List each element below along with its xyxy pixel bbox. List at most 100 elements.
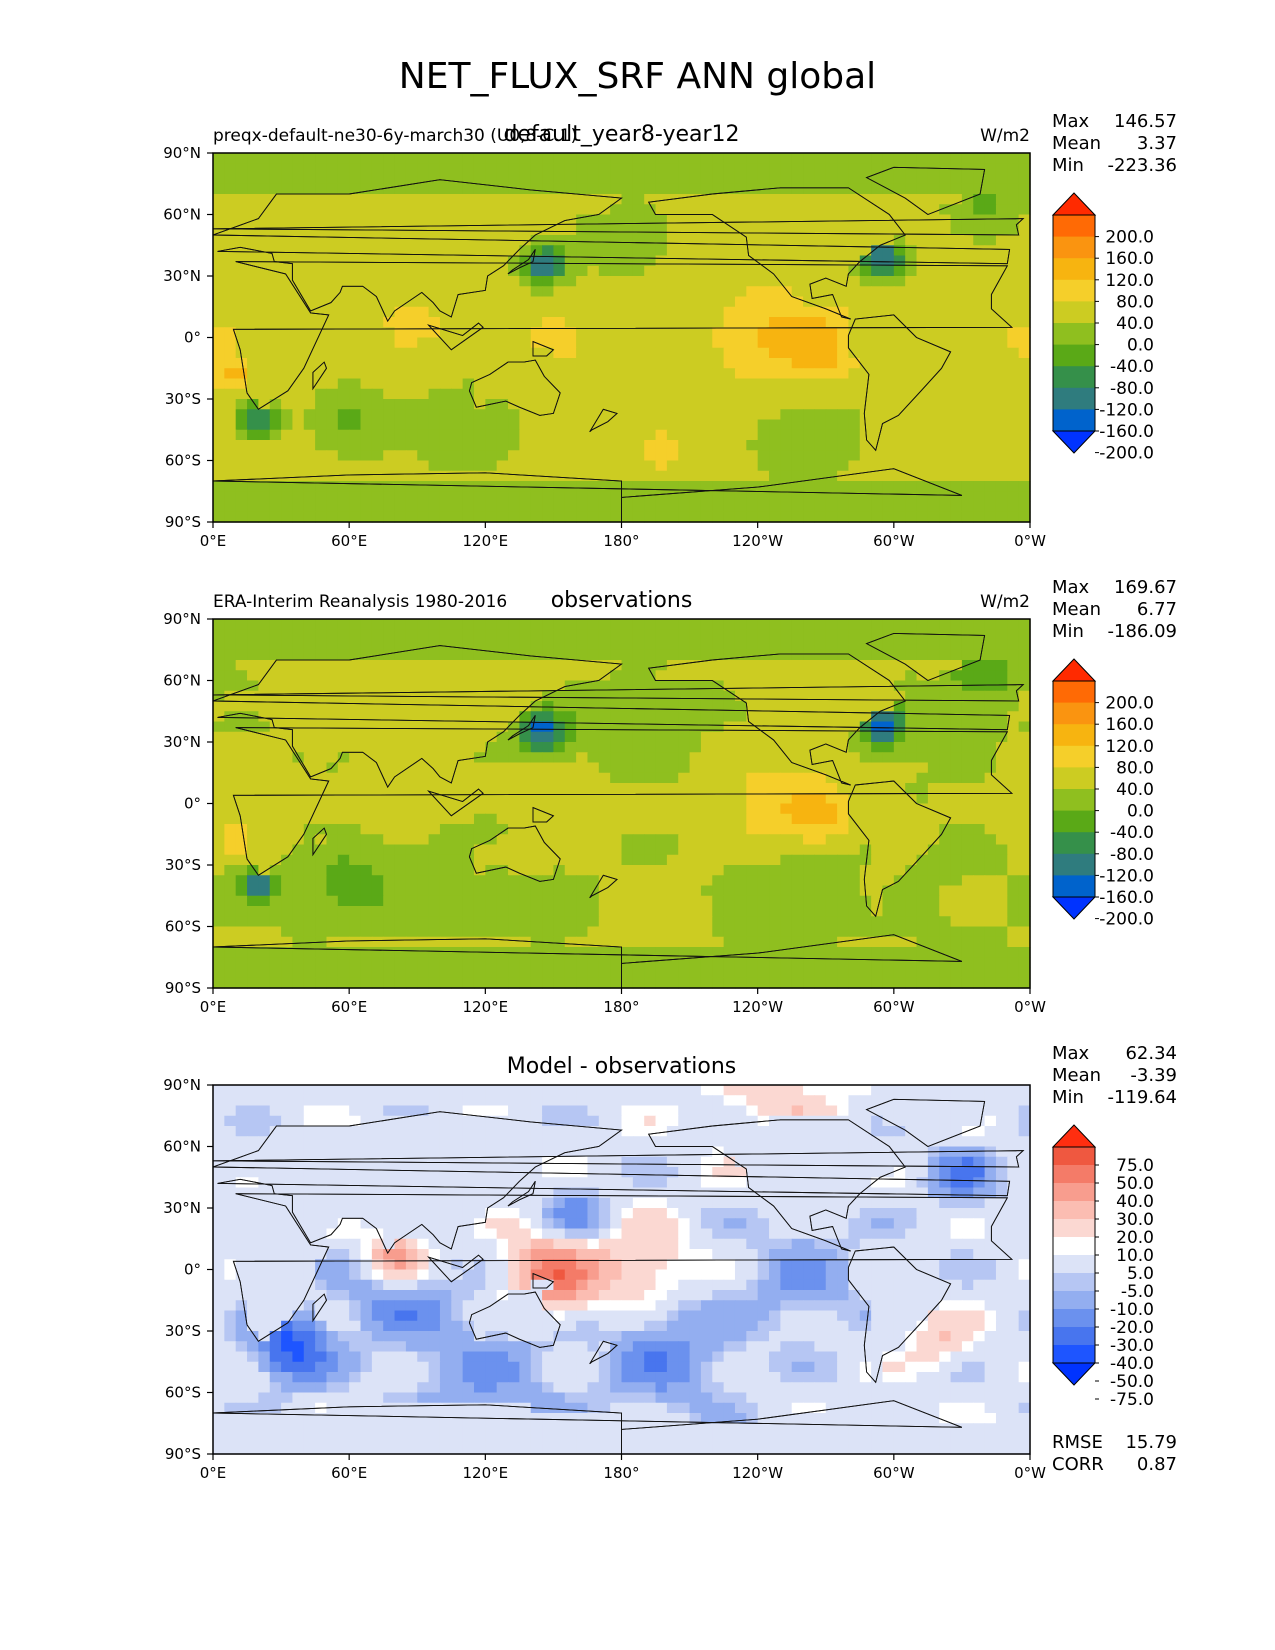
- heatmap-cell: [394, 378, 407, 390]
- heatmap-cell: [462, 762, 475, 774]
- heatmap-cell: [882, 619, 895, 630]
- heatmap-cell: [723, 731, 736, 743]
- heatmap-cell: [587, 183, 600, 195]
- heatmap-cell: [1007, 916, 1020, 928]
- heatmap-cell: [303, 204, 316, 216]
- heatmap-cell: [360, 885, 373, 897]
- heatmap-cell: [553, 731, 566, 743]
- heatmap-cell: [303, 235, 316, 246]
- heatmap-cell: [871, 875, 884, 887]
- heatmap-cell: [871, 865, 884, 876]
- heatmap-cell: [848, 793, 861, 805]
- heatmap-cell: [360, 834, 373, 846]
- heatmap-cell: [451, 680, 464, 692]
- heatmap-cell: [723, 803, 736, 815]
- heatmap-cell: [1018, 660, 1031, 671]
- coastline: [647, 187, 906, 320]
- heatmap-cell: [428, 378, 441, 390]
- heatmap-cell: [893, 276, 906, 287]
- heatmap-cell: [871, 235, 884, 246]
- heatmap-cell: [769, 854, 781, 866]
- heatmap-cell: [644, 337, 657, 349]
- heatmap-cell: [462, 875, 475, 887]
- heatmap-cell: [213, 629, 225, 641]
- heatmap-cell: [780, 358, 793, 369]
- heatmap-cell: [553, 450, 566, 462]
- heatmap-cell: [837, 235, 850, 246]
- heatmap-cell: [859, 731, 872, 743]
- heatmap-cell: [848, 906, 861, 917]
- heatmap-cell: [995, 721, 1008, 733]
- heatmap-cell: [803, 265, 816, 277]
- heatmap-cell: [587, 491, 600, 503]
- heatmap-cell: [995, 885, 1008, 897]
- heatmap-cell: [598, 936, 611, 948]
- heatmap-cell: [576, 619, 589, 630]
- heatmap-cell: [621, 721, 634, 733]
- heatmap-cell: [837, 701, 850, 712]
- heatmap-cell: [939, 347, 952, 359]
- heatmap-cell: [927, 660, 940, 671]
- heatmap-cell: [439, 895, 452, 907]
- heatmap-cell: [315, 906, 328, 917]
- heatmap-cell: [394, 783, 407, 794]
- heatmap-cell: [848, 875, 861, 887]
- heatmap-cell: [337, 204, 350, 216]
- heatmap-cell: [769, 629, 781, 641]
- heatmap-cell: [405, 265, 418, 277]
- heatmap-cell: [995, 762, 1008, 774]
- heatmap-cell: [791, 690, 804, 702]
- heatmap-cell: [734, 470, 747, 482]
- heatmap-cell: [893, 742, 906, 753]
- heatmap-cell: [666, 276, 679, 287]
- heatmap-cell: [859, 481, 872, 492]
- heatmap-cell: [871, 629, 884, 641]
- heatmap-cell: [780, 470, 793, 482]
- heatmap-cell: [587, 906, 600, 917]
- heatmap-cell: [428, 183, 441, 195]
- heatmap-cell: [553, 793, 566, 805]
- heatmap-cell: [417, 450, 430, 462]
- heatmap-cell: [326, 173, 339, 185]
- heatmap-cell: [292, 731, 305, 743]
- heatmap-cell: [315, 813, 328, 825]
- heatmap-cell: [496, 660, 509, 671]
- heatmap-cell: [326, 163, 339, 175]
- heatmap-cell: [417, 429, 430, 441]
- coastline: [865, 166, 986, 216]
- heatmap-cell: [462, 204, 475, 216]
- heatmap-cell: [405, 711, 418, 723]
- heatmap-cell: [371, 450, 384, 462]
- heatmap-cell: [485, 721, 498, 733]
- heatmap-cell: [496, 429, 509, 441]
- heatmap-cell: [734, 214, 747, 226]
- heatmap-cell: [905, 204, 918, 216]
- heatmap-cell: [610, 194, 623, 205]
- heatmap-cell: [224, 306, 237, 318]
- heatmap-cell: [814, 276, 827, 287]
- heatmap-cell: [553, 619, 566, 630]
- heatmap-cell: [939, 721, 952, 733]
- heatmap-cell: [1018, 265, 1031, 277]
- heatmap-cell: [315, 824, 328, 835]
- heatmap-cell: [927, 327, 940, 339]
- heatmap-cell: [973, 701, 986, 712]
- heatmap-cell: [791, 803, 804, 815]
- heatmap-cell: [235, 834, 248, 846]
- heatmap-cell: [746, 629, 759, 641]
- heatmap-cell: [803, 824, 816, 835]
- heatmap-cell: [292, 670, 305, 682]
- heatmap-cell: [814, 409, 827, 421]
- heatmap-cell: [405, 255, 418, 267]
- heatmap-cell: [780, 491, 793, 503]
- heatmap-cell: [451, 906, 464, 917]
- heatmap-cell: [871, 368, 884, 380]
- heatmap-cell: [916, 511, 929, 523]
- heatmap-cell: [655, 895, 668, 907]
- heatmap-cell: [859, 378, 872, 390]
- heatmap-cell: [882, 772, 895, 784]
- heatmap-cell: [723, 388, 736, 400]
- heatmap-cell: [269, 245, 282, 257]
- heatmap-cell: [292, 619, 305, 630]
- heatmap-cell: [496, 711, 509, 723]
